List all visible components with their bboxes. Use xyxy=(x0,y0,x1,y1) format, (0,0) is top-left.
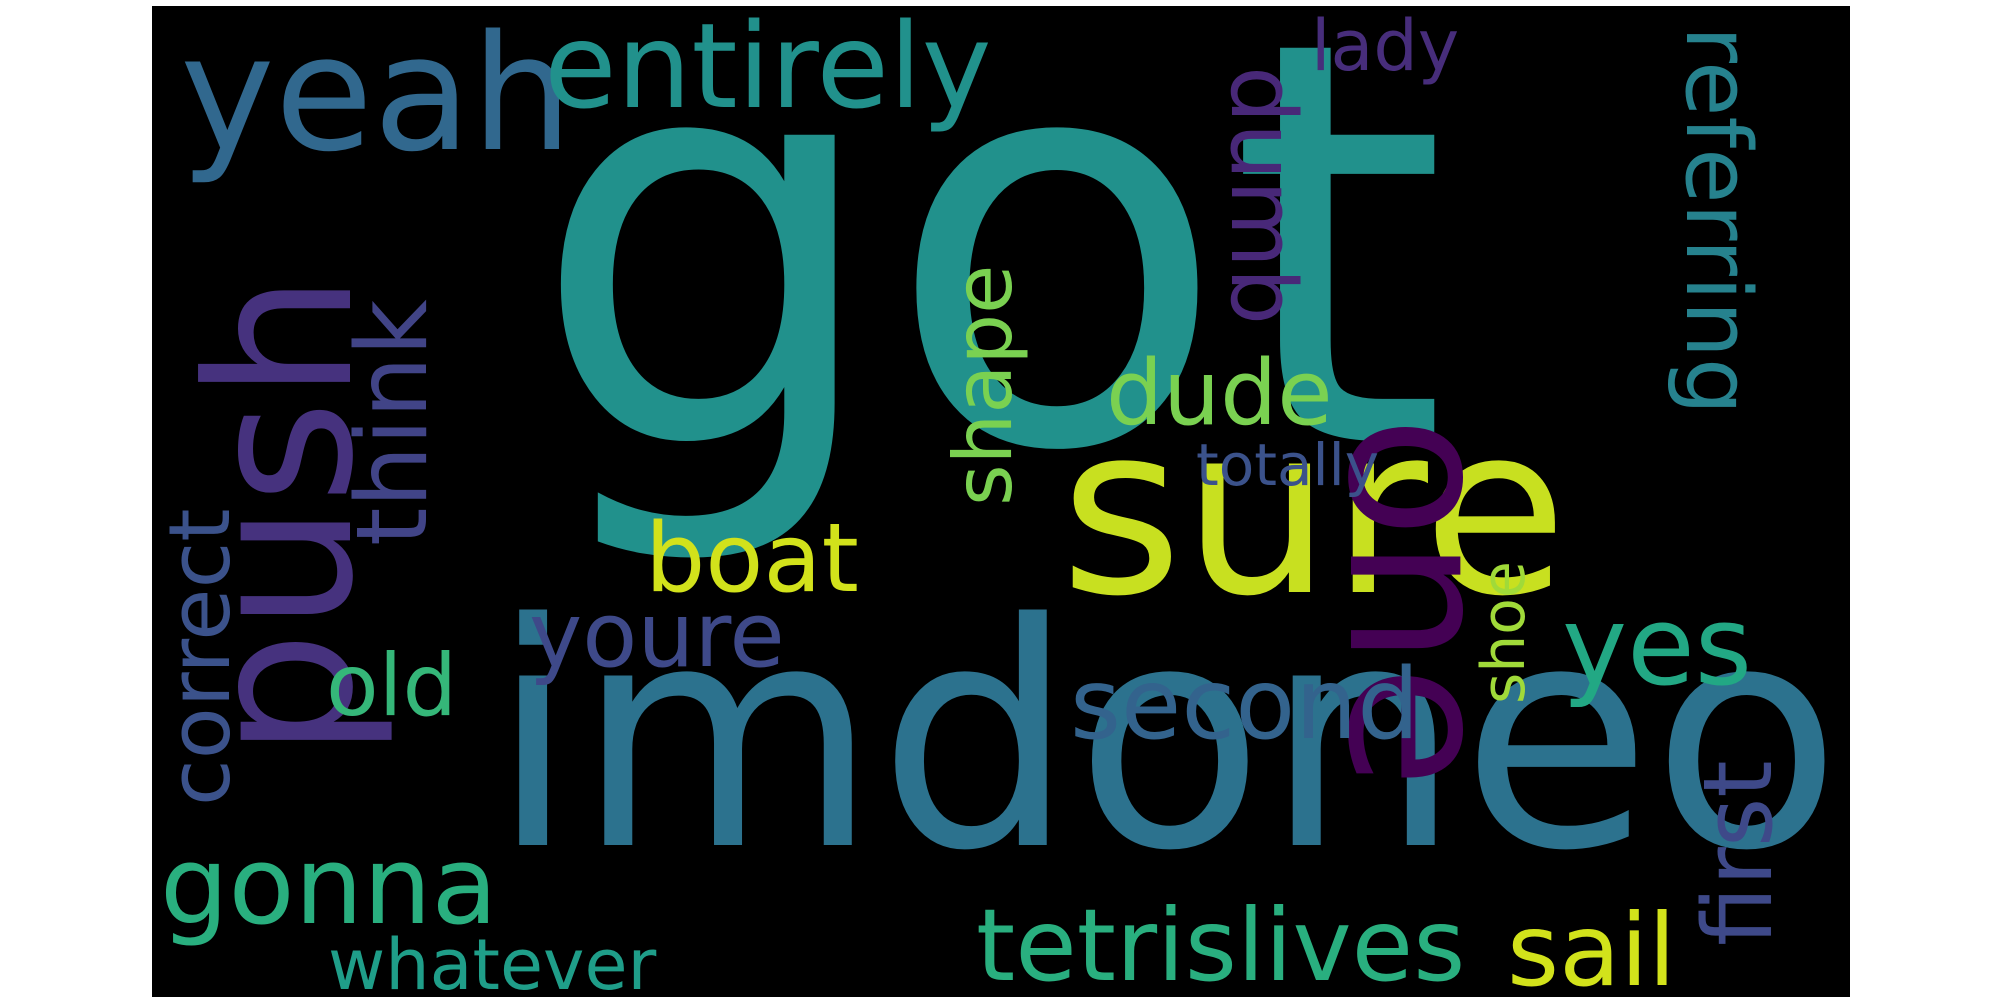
word-dude: dude xyxy=(1106,341,1333,446)
word-boat: boat xyxy=(645,504,859,614)
word-whatever: whatever xyxy=(328,924,657,997)
word-tetrislives: tetrislives xyxy=(976,887,1466,997)
word-dumb: dumb xyxy=(1210,66,1315,325)
word-sure: sure xyxy=(1060,375,1568,648)
word-cloud: got imdoneok push sure one yeah entirely… xyxy=(152,6,1850,997)
word-sail: sail xyxy=(1507,892,1676,998)
word-shoe: shoe xyxy=(1469,561,1539,704)
word-gonna: gonna xyxy=(160,824,498,949)
word-think: think xyxy=(336,299,450,546)
word-second: second xyxy=(1070,648,1420,762)
word-old: old xyxy=(326,636,458,736)
word-youre: youre xyxy=(529,583,785,688)
word-entirely: entirely xyxy=(544,6,992,135)
word-got: got xyxy=(530,6,1448,574)
word-correct: correct xyxy=(152,508,250,806)
word-first: first xyxy=(1684,760,1794,946)
word-totally: totally xyxy=(1196,431,1380,499)
word-imdoneok: imdoneok xyxy=(490,558,1850,919)
word-shape: shape xyxy=(937,264,1030,506)
word-referring: referring xyxy=(1665,26,1770,416)
word-lady: lady xyxy=(1311,6,1460,87)
word-yeah: yeah xyxy=(180,6,573,187)
word-yes: yes xyxy=(1562,582,1753,710)
